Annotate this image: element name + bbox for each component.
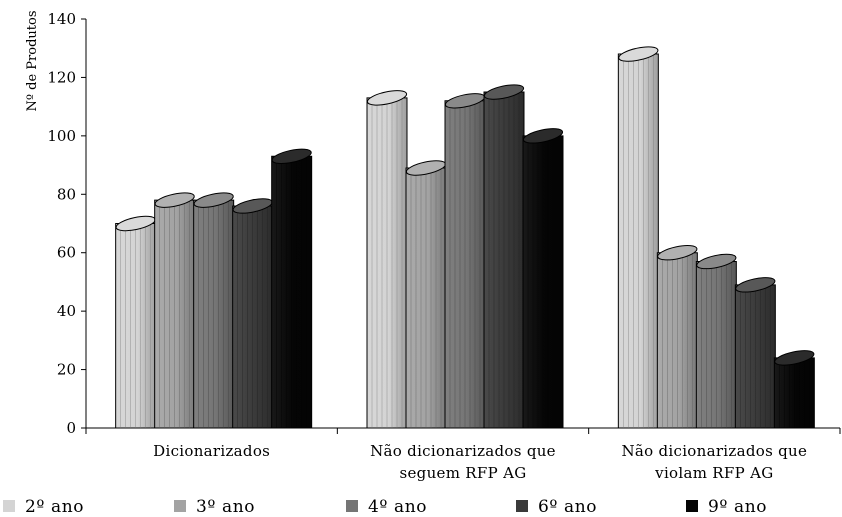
bar (193, 192, 235, 429)
category-label: Não dicionarizados que (621, 442, 807, 460)
axes: 0 20 40 60 80 100 120 140 Nº de Produtos (25, 10, 841, 437)
y-tick-label: 140 (47, 10, 76, 28)
bar (444, 93, 486, 429)
category-label: Não dicionarizados que (370, 442, 556, 460)
legend-swatch (346, 500, 358, 512)
category-label: seguem RFP AG (400, 464, 527, 482)
bar (232, 198, 274, 429)
legend-item: 9º ano (686, 497, 767, 517)
legend-label: 3º ano (196, 497, 255, 517)
legend-item: 3º ano (174, 497, 255, 517)
legend-swatch (3, 500, 15, 512)
y-axis-title: Nº de Produtos (25, 11, 40, 112)
bar (405, 160, 447, 429)
y-tick-label: 120 (47, 68, 76, 86)
category-label: violam RFP AG (654, 464, 773, 482)
legend: 2º ano 3º ano 4º ano 6º ano 9º ano (3, 497, 767, 517)
legend-item: 4º ano (346, 497, 427, 517)
bar (617, 46, 659, 429)
bar (154, 192, 196, 429)
legend-label: 9º ano (708, 497, 767, 517)
category-label: Dicionarizados (153, 442, 270, 460)
y-tick-label: 60 (57, 244, 76, 262)
bar (695, 253, 737, 429)
legend-item: 2º ano (3, 497, 84, 517)
legend-label: 6º ano (538, 497, 597, 517)
y-tick-label: 100 (47, 127, 76, 145)
bar (483, 84, 525, 429)
bar (656, 245, 698, 429)
legend-swatch (516, 500, 528, 512)
legend-label: 2º ano (25, 497, 84, 517)
bars (115, 46, 815, 429)
y-tick-label: 80 (57, 185, 76, 203)
bar (271, 148, 313, 429)
bar (366, 90, 408, 429)
legend-item: 6º ano (516, 497, 597, 517)
category-labels: Dicionarizados Não dicionarizados que segu… (153, 442, 807, 482)
legend-label: 4º ano (368, 497, 427, 517)
legend-swatch (174, 500, 186, 512)
bar (522, 128, 564, 429)
legend-swatch (686, 500, 698, 512)
y-tick-label: 0 (66, 419, 76, 437)
bar (734, 277, 776, 429)
y-tick-label: 20 (57, 361, 76, 379)
y-tick-label: 40 (57, 302, 76, 320)
bar (115, 215, 157, 429)
bar (773, 350, 815, 429)
